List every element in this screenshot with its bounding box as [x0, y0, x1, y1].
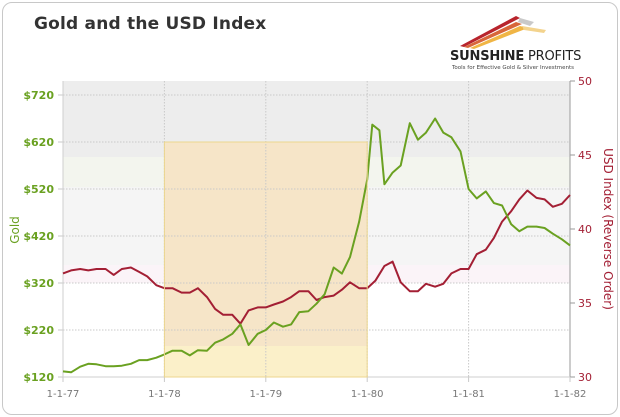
svg-text:35: 35 — [578, 297, 592, 310]
chart-title: Gold and the USD Index — [34, 14, 267, 34]
gold-axis-labels: $120 $220 $320 $420 $520 $620 $720 — [23, 89, 54, 384]
svg-text:$620: $620 — [23, 136, 54, 149]
date-axis-labels: 1-1-77 1-1-78 1-1-79 1-1-80 1-1-81 1-1-82 — [47, 389, 587, 400]
usd-index-line — [62, 189, 571, 325]
svg-text:$420: $420 — [23, 230, 54, 243]
logo-wordmark: SUNSHINE PROFITS — [450, 49, 582, 64]
usd-axis-labels: 30 35 40 45 50 — [578, 75, 592, 384]
svg-text:$220: $220 — [23, 324, 54, 337]
sunshine-profits-logo: SUNSHINE PROFITS Tools for Effective Gol… — [450, 12, 600, 71]
svg-text:45: 45 — [578, 149, 592, 162]
svg-text:$120: $120 — [23, 371, 54, 384]
svg-text:1-1-80: 1-1-80 — [351, 389, 384, 400]
svg-text:$720: $720 — [23, 89, 54, 102]
logo-tagline: Tools for Effective Gold & Silver Invest… — [452, 65, 574, 71]
gold-axis-title: Gold — [8, 216, 22, 244]
svg-text:1-1-78: 1-1-78 — [148, 389, 181, 400]
svg-text:40: 40 — [578, 223, 592, 236]
usd-axis-title: USD Index (Reverse Order) — [601, 148, 615, 310]
svg-text:1-1-81: 1-1-81 — [452, 389, 485, 400]
svg-text:1-1-79: 1-1-79 — [249, 389, 282, 400]
gold-price-line — [62, 117, 571, 374]
sun-rays-icon — [460, 16, 546, 49]
svg-text:30: 30 — [578, 371, 592, 384]
svg-text:1-1-82: 1-1-82 — [554, 389, 587, 400]
highlight-border — [163, 141, 368, 378]
svg-text:50: 50 — [578, 75, 592, 88]
svg-text:1-1-77: 1-1-77 — [47, 389, 80, 400]
svg-text:$320: $320 — [23, 277, 54, 290]
svg-text:$520: $520 — [23, 183, 54, 196]
